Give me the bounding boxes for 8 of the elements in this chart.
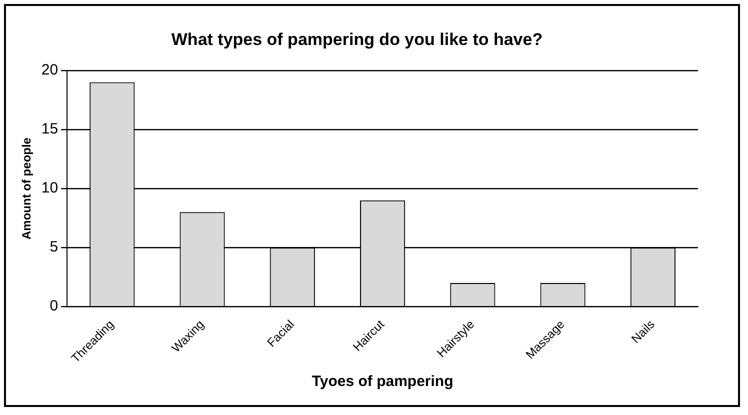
y-tick-label: 5 [50,238,58,256]
x-axis-title: Tyoes of pampering [312,373,454,390]
y-tick-label: 15 [41,120,58,138]
y-tick-label: 0 [50,298,58,315]
y-axis-title: Amount of people [20,137,34,240]
chart-title: What types of pampering do you like to have? [171,30,543,49]
y-tick-label: 20 [41,62,58,79]
y-tick-label: 10 [41,180,58,197]
